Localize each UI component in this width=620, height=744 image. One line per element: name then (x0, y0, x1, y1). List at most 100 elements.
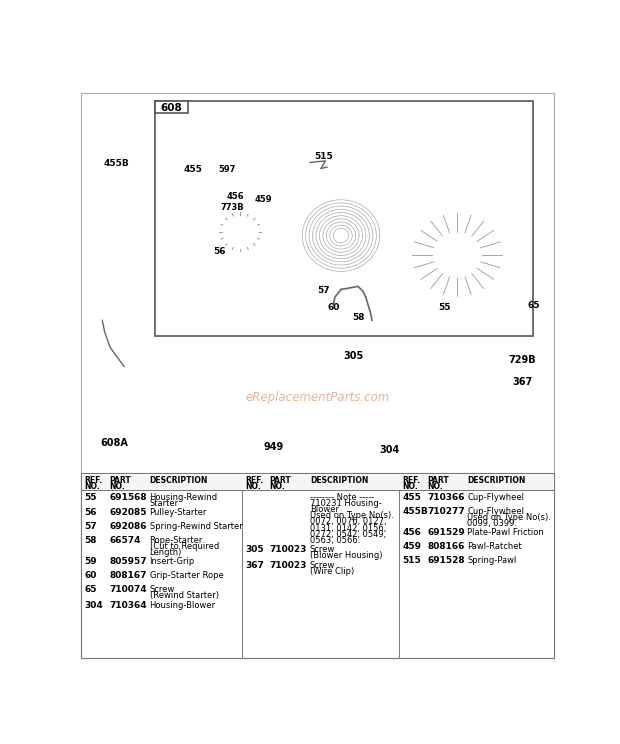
Text: 66574: 66574 (109, 536, 141, 545)
Text: 456: 456 (226, 192, 244, 201)
Text: Blower: Blower (310, 505, 339, 514)
Circle shape (280, 427, 285, 432)
Text: 60: 60 (84, 571, 97, 580)
Ellipse shape (239, 373, 316, 445)
Text: 0072, 0076, 0127,: 0072, 0076, 0127, (310, 517, 387, 527)
Text: Insert-Grip: Insert-Grip (149, 557, 195, 566)
Text: Housing-Rewind: Housing-Rewind (149, 493, 218, 501)
Text: DESCRIPTION: DESCRIPTION (467, 476, 526, 485)
Text: NO.: NO. (109, 482, 125, 491)
FancyBboxPatch shape (86, 307, 105, 321)
Text: Pulley-Starter: Pulley-Starter (149, 508, 207, 517)
Text: 58: 58 (84, 536, 97, 545)
Text: 60: 60 (327, 304, 339, 312)
Circle shape (260, 423, 265, 429)
Text: DESCRIPTION: DESCRIPTION (149, 476, 208, 485)
Text: Screw: Screw (310, 560, 335, 569)
Text: Grip-Starter Rope: Grip-Starter Rope (149, 571, 223, 580)
Text: 59: 59 (84, 557, 97, 566)
Ellipse shape (520, 357, 532, 368)
Text: 710074: 710074 (109, 586, 147, 594)
Circle shape (495, 362, 505, 371)
Text: 0563, 0566.: 0563, 0566. (310, 536, 360, 545)
Circle shape (290, 389, 294, 394)
Text: 710364: 710364 (109, 600, 147, 609)
Circle shape (254, 397, 259, 403)
Text: 367: 367 (512, 377, 533, 388)
Text: NO.: NO. (402, 482, 418, 491)
Text: 710023: 710023 (270, 545, 307, 554)
Text: 58: 58 (353, 312, 365, 321)
Text: 55: 55 (84, 493, 97, 501)
Text: 691528: 691528 (427, 556, 464, 565)
Circle shape (254, 415, 259, 421)
Ellipse shape (235, 227, 246, 237)
Ellipse shape (286, 185, 396, 286)
Ellipse shape (388, 365, 480, 452)
Ellipse shape (400, 377, 468, 440)
Text: 710023: 710023 (270, 560, 307, 569)
Text: 455B: 455B (103, 158, 129, 167)
Text: 597: 597 (218, 165, 236, 174)
Text: Screw: Screw (149, 586, 175, 594)
Ellipse shape (97, 361, 198, 457)
Ellipse shape (227, 219, 254, 244)
Text: Spring-Rewind Starter: Spring-Rewind Starter (149, 522, 242, 531)
Text: 608A: 608A (100, 438, 128, 448)
Text: (Cut to Required: (Cut to Required (149, 542, 219, 551)
Text: 808166: 808166 (427, 542, 464, 551)
Text: 949: 949 (264, 442, 284, 452)
Text: 691529: 691529 (427, 528, 465, 537)
Circle shape (367, 446, 377, 456)
Ellipse shape (250, 383, 304, 434)
Ellipse shape (108, 136, 117, 142)
Text: 710231 Housing-: 710231 Housing- (310, 499, 382, 508)
Ellipse shape (221, 214, 260, 249)
Text: 56: 56 (213, 247, 226, 256)
Circle shape (367, 362, 377, 371)
Bar (155, 101, 187, 113)
Text: Rope-Starter: Rope-Starter (149, 536, 203, 545)
Text: 456: 456 (402, 528, 421, 537)
Text: Plate-Pawl Friction: Plate-Pawl Friction (467, 528, 544, 537)
Ellipse shape (434, 234, 481, 276)
FancyBboxPatch shape (357, 352, 511, 466)
Text: 367: 367 (245, 560, 264, 569)
Ellipse shape (131, 394, 164, 424)
Ellipse shape (520, 373, 531, 382)
Ellipse shape (193, 167, 210, 182)
Text: Cup-Flywheel: Cup-Flywheel (467, 493, 525, 501)
Text: 56: 56 (84, 508, 97, 517)
Text: 692086: 692086 (109, 522, 147, 531)
Ellipse shape (187, 161, 216, 187)
Text: Used on Type No(s).: Used on Type No(s). (310, 511, 394, 520)
Text: 710277: 710277 (427, 507, 465, 516)
Text: 729B: 729B (508, 355, 536, 365)
Text: DESCRIPTION: DESCRIPTION (310, 476, 368, 485)
Text: 710366: 710366 (427, 493, 464, 501)
Ellipse shape (298, 196, 384, 275)
Text: NO.: NO. (270, 482, 285, 491)
Ellipse shape (198, 171, 205, 176)
Text: Length): Length) (149, 548, 182, 557)
Circle shape (270, 385, 275, 391)
Bar (81, 472, 554, 490)
Text: Housing-Blower: Housing-Blower (149, 600, 216, 609)
Ellipse shape (108, 372, 186, 446)
Text: 305: 305 (245, 545, 264, 554)
Text: 515: 515 (402, 556, 421, 565)
Text: 459: 459 (255, 195, 272, 204)
Text: REF.: REF. (402, 476, 420, 485)
Circle shape (280, 385, 285, 391)
Bar (155, 101, 533, 336)
Ellipse shape (269, 401, 286, 417)
Text: 0099, 0399.: 0099, 0399. (467, 519, 517, 528)
Text: (Rewind Starter): (Rewind Starter) (149, 591, 219, 600)
Ellipse shape (226, 179, 232, 185)
Text: 805957: 805957 (109, 557, 147, 566)
Text: NO.: NO. (84, 482, 100, 491)
Ellipse shape (229, 190, 243, 199)
Text: Pawl-Ratchet: Pawl-Ratchet (467, 542, 522, 551)
FancyBboxPatch shape (326, 303, 342, 313)
Text: 459: 459 (402, 542, 421, 551)
